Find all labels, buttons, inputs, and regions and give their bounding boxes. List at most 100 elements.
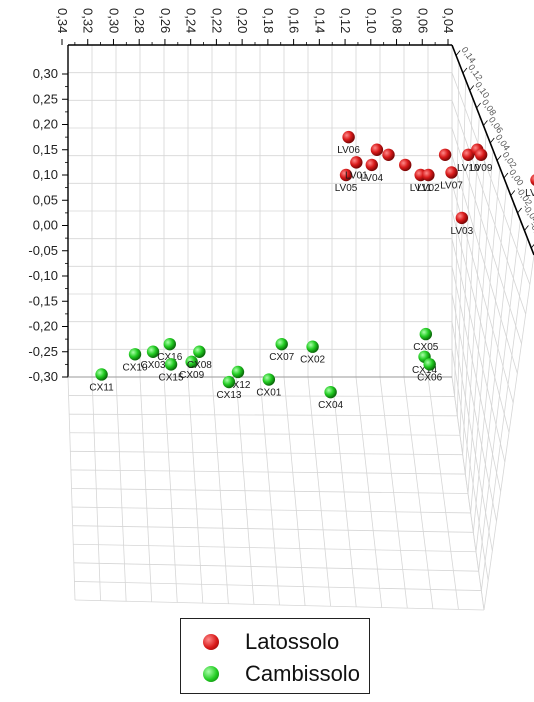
gridline [71,488,469,494]
series-cambissolo-point [423,358,436,371]
gridline [451,293,497,522]
gridline [451,321,493,551]
legend-marker-cambissolo [203,666,219,682]
series-latossolo-point [530,174,534,186]
z-tick-mark [489,137,495,144]
gridline [451,210,510,433]
series-cambissolo-point [262,373,276,386]
z-tick-mark [503,172,509,179]
series-latossolo-point [422,168,435,182]
y-tick-label: -0,15 [28,293,58,308]
series-cambissolo-point [275,337,288,351]
series-cambissolo-point [324,385,337,399]
x-tick-label: 0,24 [184,8,199,33]
x-tick-label: 0,12 [338,8,353,33]
series-latossolo-point [462,148,475,161]
point-label: CX12 [225,380,250,391]
z-tick-mark [462,67,468,74]
y-tick-label: -0,25 [28,344,58,359]
point-label: CX03 [141,360,166,371]
z-tick-mark [530,243,534,249]
z-tick-label: -0,06 [528,220,534,243]
point-label: CX16 [157,352,182,363]
point-label: CX08 [187,360,212,371]
point-label: LV03 [451,226,474,237]
point-label: CX01 [256,388,281,399]
series-latossolo-point [382,148,395,161]
axis-layer: 0,30 0,25 0,20 0,15 0,10 0,05 0,00 -0,05 -0,10 -0… [28,8,534,384]
legend-item-latossolo: Latossolo [203,629,339,655]
x-tick-label: 0,08 [390,8,405,33]
x-tick-label: 0,18 [261,8,276,33]
gridline [451,72,531,285]
gridline [74,599,485,611]
point-label: LV05 [335,183,358,194]
y-tick-label: 0,25 [33,91,58,106]
point-label: CX05 [413,342,438,353]
point-label: LV11 [410,183,432,194]
axis-depth-edge [451,44,534,256]
gridline [68,395,455,397]
x-tick-label: 0,14 [312,8,327,33]
legend-item-cambissolo: Cambissolo [203,661,360,687]
gridline [451,266,502,492]
series-cambissolo-point [185,355,198,369]
point-label: CX10 [123,362,148,373]
z-tick-mark [469,85,475,91]
point-label: CX07 [269,352,294,363]
point-label: LV12 [525,188,534,199]
legend-label-cambissolo: Cambissolo [245,661,360,686]
series-cambissolo-point [95,368,108,381]
series-cambissolo-point [231,365,245,379]
series-latossolo-point [445,166,458,179]
series-latossolo-point [339,168,353,182]
z-tick-mark [455,50,461,56]
series-cambissolo-point [146,345,160,358]
point-label: CX11 [89,382,114,393]
gridline [70,469,466,475]
series-cambissolo-point [419,327,433,341]
gridline [451,155,518,374]
gridline [451,127,522,344]
y-tick-label: 0,15 [33,142,58,157]
gridline [451,349,489,581]
gridline [74,581,482,591]
y-tick-label: 0,30 [33,66,58,81]
point-label: CX15 [159,372,184,383]
series-latossolo-point [438,148,452,161]
grid-layer [67,44,534,611]
series-latossolo-point [370,143,384,156]
gridline [73,562,479,572]
z-tick-mark [476,102,481,109]
point-label: LV01 [345,170,368,181]
legend-marker-latossolo [203,634,219,650]
gridline [69,432,461,436]
series-latossolo-point [365,158,378,172]
series-latossolo-point [399,158,412,172]
y-tick-label: -0,30 [28,369,58,384]
x-tick-label: 0,20 [235,8,250,33]
point-label: CX09 [179,370,204,381]
gridline [72,506,471,514]
series-cambissolo-point [164,358,178,371]
x-tick-label: 0,16 [287,8,302,33]
series-latossolo-point [350,156,363,169]
point-label: CX06 [417,372,442,383]
y-tick-label: -0,10 [28,268,58,283]
series-cambissolo-point [163,337,176,351]
series-latossolo-point [474,148,488,161]
point-label: LV09 [470,163,493,174]
gridline [72,525,474,533]
y-tick-label: 0,10 [33,167,58,182]
point-label: LV02 [417,183,440,194]
legend: Latossolo Cambissolo [180,618,370,694]
x-tick-label: 0,06 [415,8,430,33]
gridline [73,543,477,553]
x-tick-label: 0,26 [158,8,173,33]
series-latossolo-point [342,130,355,144]
point-label: CX04 [318,400,343,411]
point-label: LV07 [440,180,463,191]
